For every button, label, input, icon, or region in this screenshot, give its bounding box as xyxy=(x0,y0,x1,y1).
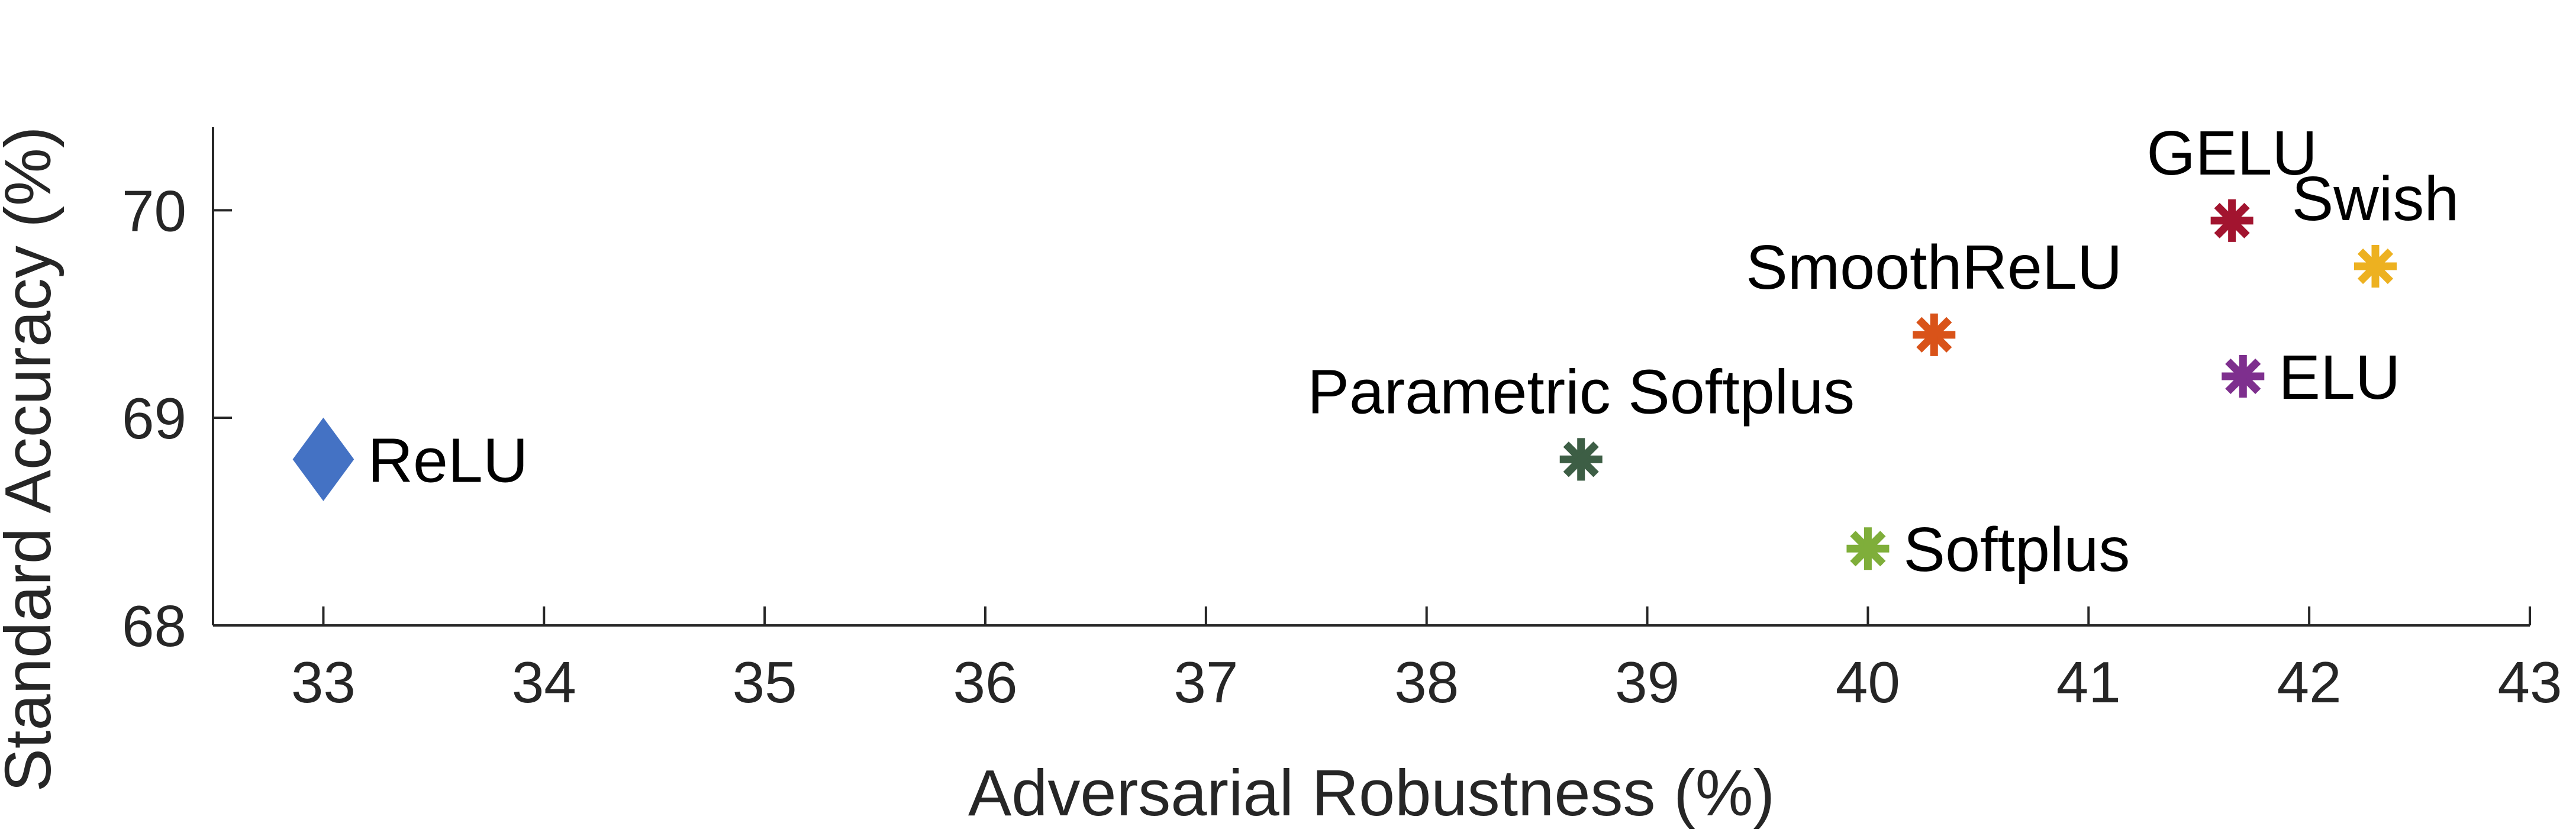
asterisk-stroke xyxy=(1916,317,1952,353)
point-label: ReLU xyxy=(367,425,528,495)
point-parametric-softplus: Parametric Softplus xyxy=(1307,357,1855,481)
y-ticks: 68 69 70 xyxy=(122,178,232,659)
point-label: SmoothReLU xyxy=(1746,233,2122,302)
x-tick-label: 40 xyxy=(1836,650,1900,715)
x-tick-label: 38 xyxy=(1394,650,1459,715)
point-relu: ReLU xyxy=(292,417,528,501)
x-ticks: 33 34 35 36 37 38 39 40 41 42 43 xyxy=(291,606,2562,715)
x-tick-label: 34 xyxy=(512,650,576,715)
asterisk-stroke xyxy=(2357,249,2394,285)
point-label: Softplus xyxy=(1903,515,2130,585)
x-tick-label: 35 xyxy=(733,650,797,715)
asterisk-stroke xyxy=(1850,531,1886,567)
point-label: Parametric Softplus xyxy=(1307,357,1855,427)
y-tick-label: 68 xyxy=(122,593,186,659)
point-swish: Swish xyxy=(2292,164,2459,288)
x-tick-label: 42 xyxy=(2277,650,2342,715)
y-tick-label: 69 xyxy=(122,386,186,451)
point-smoothrelu: SmoothReLU xyxy=(1746,233,2122,356)
diamond-marker xyxy=(292,417,354,501)
x-tick-label: 37 xyxy=(1173,650,1238,715)
point-gelu: GELU xyxy=(2146,118,2317,242)
point-label: Swish xyxy=(2292,164,2459,234)
point-elu: ELU xyxy=(2222,343,2400,412)
point-label: GELU xyxy=(2146,118,2317,188)
y-tick-label: 70 xyxy=(122,178,186,243)
point-softplus: Softplus xyxy=(1846,515,2130,585)
x-tick-label: 36 xyxy=(953,650,1017,715)
y-axis-label: Standard Accuracy (%) xyxy=(0,127,65,792)
asterisk-stroke xyxy=(2214,202,2250,238)
x-tick-label: 41 xyxy=(2056,650,2121,715)
asterisk-stroke xyxy=(2225,358,2261,395)
x-axis-label: Adversarial Robustness (%) xyxy=(968,757,1775,830)
x-tick-label: 43 xyxy=(2497,650,2562,715)
x-tick-label: 33 xyxy=(291,650,356,715)
point-label: ELU xyxy=(2278,343,2400,412)
x-tick-label: 39 xyxy=(1615,650,1679,715)
asterisk-stroke xyxy=(1563,441,1599,477)
data-points: ReLU Parametric Softplus Softplus SmoothReL… xyxy=(292,118,2459,585)
